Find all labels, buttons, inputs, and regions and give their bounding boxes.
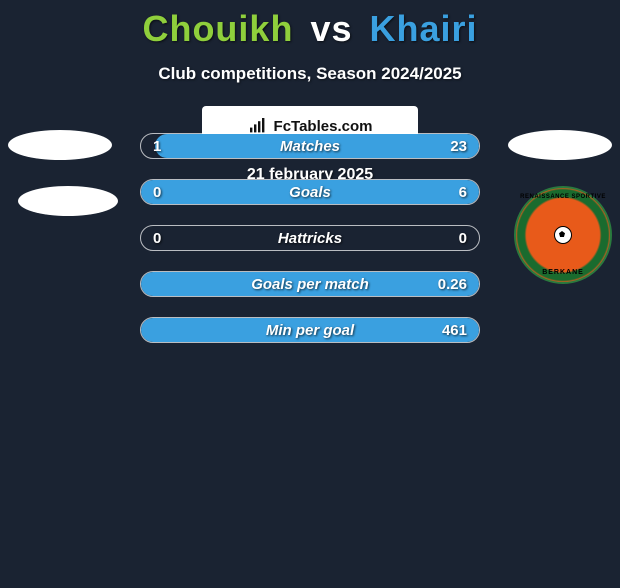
stat-right-value: 0.26: [438, 272, 467, 296]
subtitle: Club competitions, Season 2024/2025: [0, 64, 620, 84]
soccer-ball-icon: [554, 226, 572, 244]
right-avatars: RENAISSANCE SPORTIVE BERKANE: [514, 130, 612, 284]
bar-chart-icon: [248, 118, 268, 134]
stat-bars: 1Matches230Goals60Hattricks0Goals per ma…: [140, 133, 480, 363]
comparison-title: Chouikh vs Khairi: [0, 8, 620, 50]
stat-right-value: 6: [459, 180, 467, 204]
player2-club-badge: RENAISSANCE SPORTIVE BERKANE: [514, 186, 612, 284]
left-avatars: [8, 130, 118, 242]
club-text-top: RENAISSANCE SPORTIVE: [516, 194, 610, 200]
stat-right-value: 461: [442, 318, 467, 342]
stat-label: Hattricks: [141, 226, 479, 250]
player2-name: Khairi: [370, 8, 478, 49]
stat-label: Goals: [141, 180, 479, 204]
stat-row: 0Goals6: [140, 179, 480, 205]
vs-text: vs: [310, 8, 352, 49]
stat-right-value: 23: [450, 134, 467, 158]
stat-row: Min per goal461: [140, 317, 480, 343]
stat-label: Goals per match: [141, 272, 479, 296]
stat-row: Goals per match0.26: [140, 271, 480, 297]
club-text-bottom: BERKANE: [516, 269, 610, 276]
player1-club-placeholder: [18, 186, 118, 216]
stat-row: 0Hattricks0: [140, 225, 480, 251]
site-name: FcTables.com: [274, 118, 373, 135]
stat-label: Min per goal: [141, 318, 479, 342]
player1-avatar-placeholder: [8, 130, 112, 160]
stat-label: Matches: [141, 134, 479, 158]
stat-row: 1Matches23: [140, 133, 480, 159]
player2-avatar-placeholder: [508, 130, 612, 160]
player1-name: Chouikh: [142, 8, 293, 49]
stat-right-value: 0: [459, 226, 467, 250]
